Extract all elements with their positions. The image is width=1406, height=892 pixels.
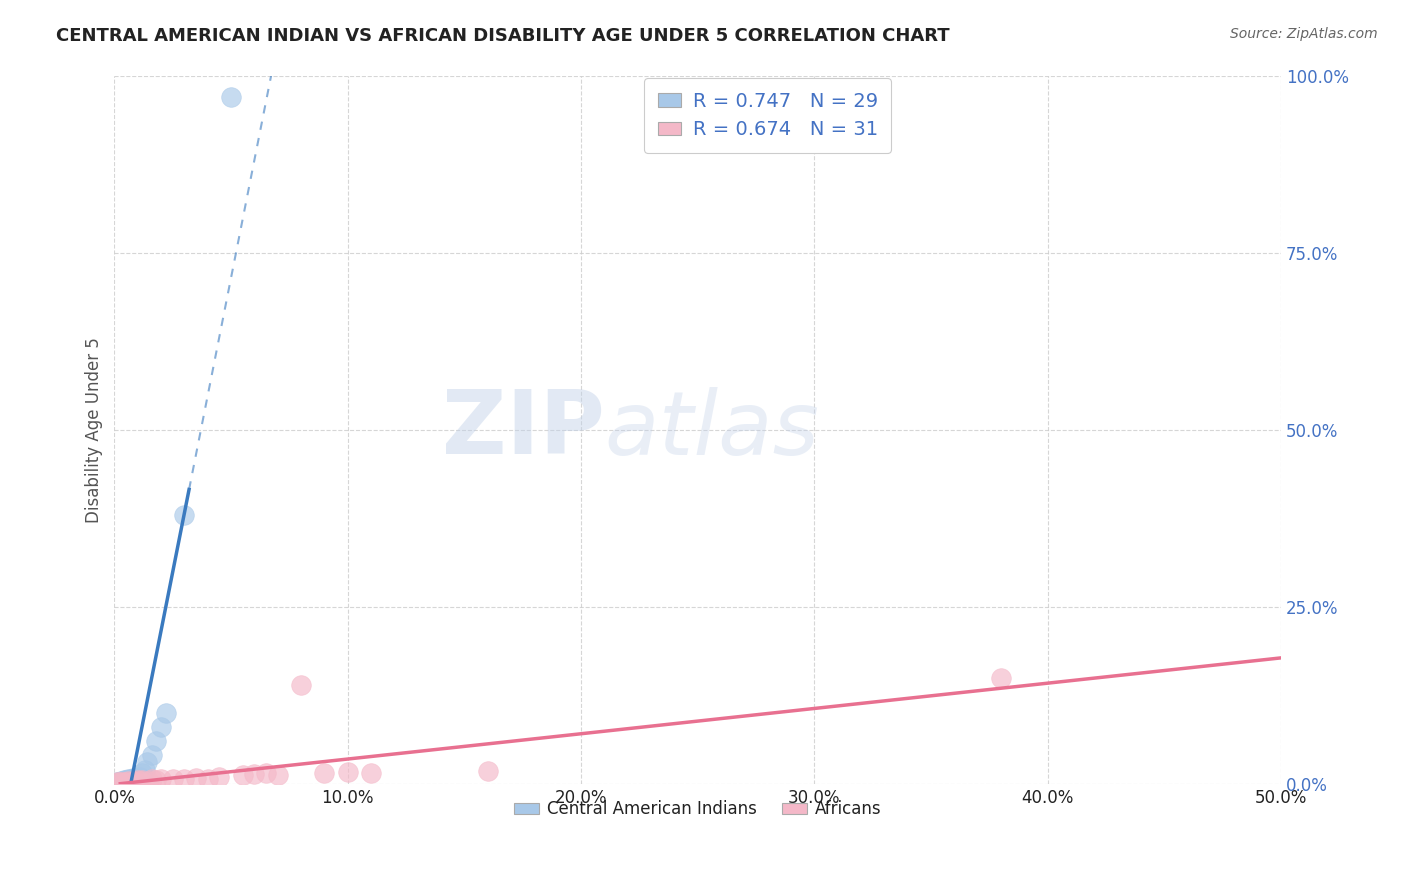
Point: [336, 765, 359, 780]
Point: [145, 773, 167, 788]
Point: [105, 775, 128, 789]
Text: Source: ZipAtlas.com: Source: ZipAtlas.com: [1230, 27, 1378, 41]
Text: CENTRAL AMERICAN INDIAN VS AFRICAN DISABILITY AGE UNDER 5 CORRELATION CHART: CENTRAL AMERICAN INDIAN VS AFRICAN DISAB…: [56, 27, 950, 45]
Point: [267, 767, 290, 781]
Point: [197, 772, 219, 786]
Point: [124, 774, 146, 789]
Point: [112, 773, 135, 788]
Point: [138, 773, 160, 788]
Point: [136, 756, 159, 770]
Point: [110, 773, 132, 788]
Point: [290, 677, 312, 691]
Point: [127, 770, 149, 784]
Point: [150, 772, 173, 787]
Point: [110, 774, 132, 789]
Point: [990, 671, 1012, 685]
Point: [141, 748, 163, 763]
Point: [141, 772, 163, 787]
Point: [232, 768, 254, 782]
Point: [120, 774, 142, 789]
Point: [122, 772, 145, 787]
Point: [127, 773, 149, 788]
Point: [145, 734, 167, 748]
Point: [243, 767, 266, 781]
Point: [115, 773, 138, 788]
Point: [105, 775, 128, 789]
Point: [112, 774, 135, 789]
Point: [108, 775, 131, 789]
Point: [162, 772, 184, 786]
Point: [219, 89, 242, 103]
Point: [173, 508, 195, 522]
Point: [110, 774, 132, 789]
Point: [173, 772, 195, 787]
Point: [314, 766, 336, 780]
Point: [117, 773, 139, 788]
Point: [131, 773, 153, 788]
Text: ZIP: ZIP: [441, 386, 605, 473]
Point: [129, 770, 152, 784]
Point: [208, 770, 231, 784]
Point: [254, 766, 277, 780]
Point: [117, 773, 139, 788]
Point: [127, 771, 149, 785]
Point: [115, 773, 138, 788]
Point: [155, 706, 177, 720]
Point: [112, 774, 135, 789]
Point: [122, 771, 145, 785]
Y-axis label: Disability Age Under 5: Disability Age Under 5: [86, 336, 103, 523]
Point: [120, 772, 142, 786]
Point: [124, 772, 146, 786]
Point: [115, 774, 138, 789]
Point: [120, 773, 142, 788]
Point: [131, 766, 153, 780]
Point: [108, 775, 131, 789]
Point: [122, 773, 145, 788]
Point: [129, 773, 152, 788]
Point: [360, 766, 382, 780]
Text: atlas: atlas: [605, 386, 820, 473]
Point: [134, 763, 156, 777]
Point: [477, 764, 499, 778]
Point: [184, 771, 207, 785]
Point: [108, 774, 131, 789]
Legend: Central American Indians, Africans: Central American Indians, Africans: [508, 794, 889, 825]
Point: [115, 775, 138, 789]
Point: [117, 772, 139, 787]
Point: [150, 720, 173, 734]
